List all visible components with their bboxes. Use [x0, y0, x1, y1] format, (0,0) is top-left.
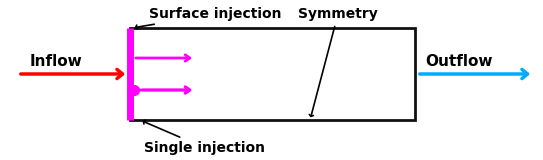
Text: Symmetry: Symmetry — [298, 7, 378, 116]
Text: Outflow: Outflow — [425, 55, 493, 69]
Text: Surface injection: Surface injection — [136, 7, 281, 29]
Text: Single injection: Single injection — [143, 120, 266, 155]
Bar — [130, 28, 415, 120]
Text: Inflow: Inflow — [30, 55, 83, 69]
